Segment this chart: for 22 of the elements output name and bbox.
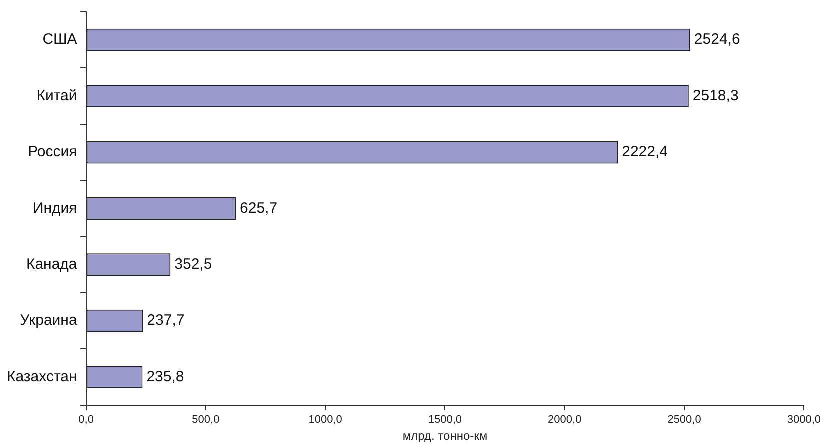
x-tick-label: 0,0 xyxy=(78,414,94,426)
data-label: 2222,4 xyxy=(622,144,668,161)
x-tick-label: 2000,0 xyxy=(548,414,582,426)
y-tick-label: Россия xyxy=(28,144,78,161)
x-tick-label: 2500,0 xyxy=(668,414,702,426)
y-tick-label: США xyxy=(42,31,78,48)
data-label: 2524,6 xyxy=(694,31,740,48)
data-label: 625,7 xyxy=(240,200,278,217)
y-tick-label: Казахстан xyxy=(6,368,78,386)
x-tick-label: 3000,0 xyxy=(787,414,822,426)
x-axis-title: млрд. тонно-км xyxy=(402,429,488,444)
y-tick-label: Украина xyxy=(20,312,78,330)
y-tick-label: Китай xyxy=(36,87,78,104)
y-tick-label: Индия xyxy=(32,200,78,217)
data-label: 2518,3 xyxy=(692,87,739,104)
data-label: 235,8 xyxy=(146,368,184,386)
x-tick-label: 500,0 xyxy=(192,414,220,426)
data-label: 352,5 xyxy=(174,256,212,274)
y-tick-label: Канада xyxy=(26,256,78,274)
x-tick-label: 1000,0 xyxy=(308,414,342,426)
x-tick-label: 1500,0 xyxy=(428,414,462,426)
data-label: 237,7 xyxy=(147,312,185,330)
